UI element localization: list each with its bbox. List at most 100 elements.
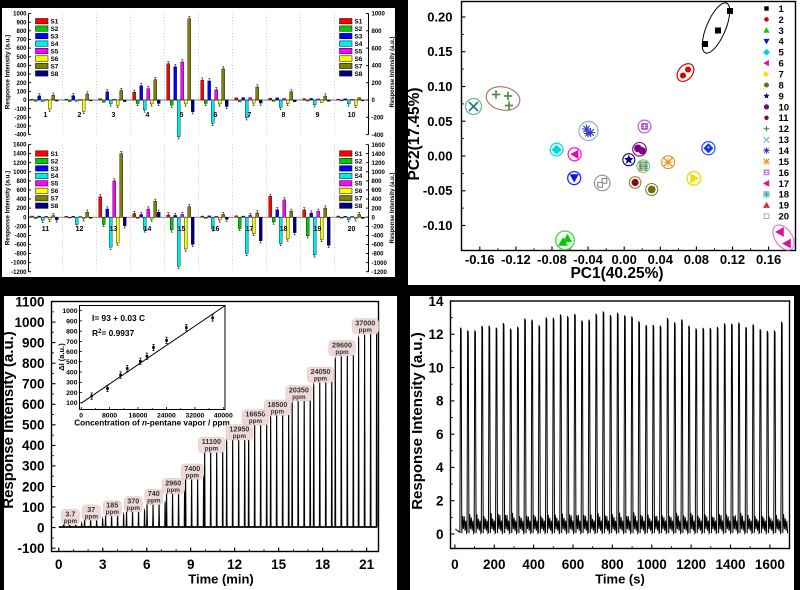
svg-text:24000: 24000 xyxy=(157,413,176,420)
svg-text:20: 20 xyxy=(779,212,790,223)
svg-text:400: 400 xyxy=(522,557,545,572)
svg-text:800: 800 xyxy=(16,29,27,35)
svg-text:S4: S4 xyxy=(51,173,59,180)
svg-text:600: 600 xyxy=(562,557,585,572)
svg-text:100: 100 xyxy=(66,400,78,407)
svg-text:-300: -300 xyxy=(14,124,27,130)
svg-text:ppm: ppm xyxy=(271,408,285,415)
svg-text:4: 4 xyxy=(146,112,150,119)
svg-text:0: 0 xyxy=(436,527,444,542)
svg-text:10: 10 xyxy=(428,360,443,375)
svg-text:20350: 20350 xyxy=(289,386,309,395)
svg-text:Time (s): Time (s) xyxy=(595,571,645,586)
svg-text:ppm: ppm xyxy=(106,509,120,516)
svg-text:0: 0 xyxy=(55,557,63,572)
svg-text:8: 8 xyxy=(436,394,444,409)
svg-text:3: 3 xyxy=(99,557,107,572)
svg-text:1200: 1200 xyxy=(372,161,386,167)
svg-text:800: 800 xyxy=(372,179,383,185)
svg-text:7: 7 xyxy=(779,70,784,81)
svg-text:ppm: ppm xyxy=(314,376,328,383)
svg-text:0.05: 0.05 xyxy=(427,114,452,129)
svg-text:200: 200 xyxy=(483,557,506,572)
svg-text:-400: -400 xyxy=(372,234,385,240)
svg-text:S7: S7 xyxy=(355,196,363,203)
svg-text:ΔI (a.u.): ΔI (a.u.) xyxy=(57,343,66,371)
svg-text:S1: S1 xyxy=(51,19,59,26)
svg-text:800: 800 xyxy=(22,356,45,371)
svg-text:1000: 1000 xyxy=(13,170,27,176)
svg-text:24050: 24050 xyxy=(311,367,331,376)
svg-text:ppm: ppm xyxy=(233,433,247,440)
svg-text:PC1(40.25%): PC1(40.25%) xyxy=(570,265,663,282)
svg-text:600: 600 xyxy=(22,397,45,412)
svg-text:-0.08: -0.08 xyxy=(537,252,567,267)
svg-text:-0.05: -0.05 xyxy=(423,183,453,198)
svg-text:-800: -800 xyxy=(372,252,385,258)
svg-text:10: 10 xyxy=(779,102,790,113)
svg-text:9: 9 xyxy=(779,91,784,102)
svg-text:9: 9 xyxy=(316,112,320,119)
svg-text:7400: 7400 xyxy=(184,464,200,473)
svg-text:ppm: ppm xyxy=(64,518,78,525)
svg-text:-400: -400 xyxy=(372,133,385,139)
svg-text:0.00: 0.00 xyxy=(612,252,637,267)
svg-text:10: 10 xyxy=(348,112,356,119)
svg-text:ppm: ppm xyxy=(249,418,263,425)
svg-text:900: 900 xyxy=(22,335,45,350)
svg-text:S7: S7 xyxy=(355,63,363,70)
svg-text:13: 13 xyxy=(779,135,790,146)
svg-text:11: 11 xyxy=(779,113,790,124)
svg-text:0: 0 xyxy=(23,98,27,104)
svg-text:1000: 1000 xyxy=(637,557,667,572)
svg-text:800: 800 xyxy=(66,329,78,336)
svg-text:2: 2 xyxy=(78,112,82,119)
svg-text:15: 15 xyxy=(271,557,287,572)
svg-text:100: 100 xyxy=(22,500,45,515)
svg-text:13: 13 xyxy=(110,226,118,233)
svg-text:-1200: -1200 xyxy=(372,270,388,276)
svg-text:18: 18 xyxy=(779,190,790,201)
svg-text:37000: 37000 xyxy=(355,319,375,328)
svg-text:12: 12 xyxy=(779,124,790,135)
svg-text:700: 700 xyxy=(66,339,78,346)
svg-text:0: 0 xyxy=(37,520,45,535)
svg-text:ppm: ppm xyxy=(85,513,99,520)
svg-text:-600: -600 xyxy=(372,243,385,249)
svg-text:0.12: 0.12 xyxy=(720,252,745,267)
svg-text:700: 700 xyxy=(16,38,27,44)
svg-text:-0.12: -0.12 xyxy=(501,252,531,267)
svg-text:Response Intensity (a.u.): Response Intensity (a.u.) xyxy=(410,332,426,510)
svg-text:-0.10: -0.10 xyxy=(423,218,453,233)
svg-text:ppm: ppm xyxy=(292,394,306,401)
svg-text:ppm: ppm xyxy=(167,487,181,494)
svg-text:-0.04: -0.04 xyxy=(573,252,603,267)
svg-text:-100: -100 xyxy=(17,541,44,556)
svg-text:-400: -400 xyxy=(14,234,27,240)
svg-text:900: 900 xyxy=(16,20,27,26)
svg-text:740: 740 xyxy=(148,489,160,498)
svg-text:S6: S6 xyxy=(355,56,363,63)
svg-text:S5: S5 xyxy=(355,181,363,188)
svg-text:S7: S7 xyxy=(51,196,59,203)
svg-text:16: 16 xyxy=(779,168,790,179)
svg-text:PC2(17.45%): PC2(17.45%) xyxy=(408,87,423,180)
svg-text:ppm: ppm xyxy=(359,327,373,334)
svg-text:370: 370 xyxy=(127,497,139,506)
svg-text:18: 18 xyxy=(280,226,288,233)
svg-text:200: 200 xyxy=(16,206,27,212)
svg-text:S1: S1 xyxy=(355,151,363,158)
svg-text:400: 400 xyxy=(372,197,383,203)
svg-text:R2= 0.9937: R2= 0.9937 xyxy=(92,328,135,338)
svg-text:1400: 1400 xyxy=(13,152,27,158)
svg-text:S8: S8 xyxy=(51,71,59,78)
svg-text:S3: S3 xyxy=(51,166,59,173)
svg-text:-100: -100 xyxy=(14,107,27,113)
svg-text:ppm: ppm xyxy=(127,505,141,512)
svg-text:ppm: ppm xyxy=(186,472,200,479)
svg-text:400: 400 xyxy=(372,64,383,70)
svg-text:9: 9 xyxy=(187,557,195,572)
svg-text:1000: 1000 xyxy=(13,12,27,18)
svg-text:Response Intensity (a.u.): Response Intensity (a.u.) xyxy=(4,331,17,509)
svg-text:S5: S5 xyxy=(355,48,363,55)
